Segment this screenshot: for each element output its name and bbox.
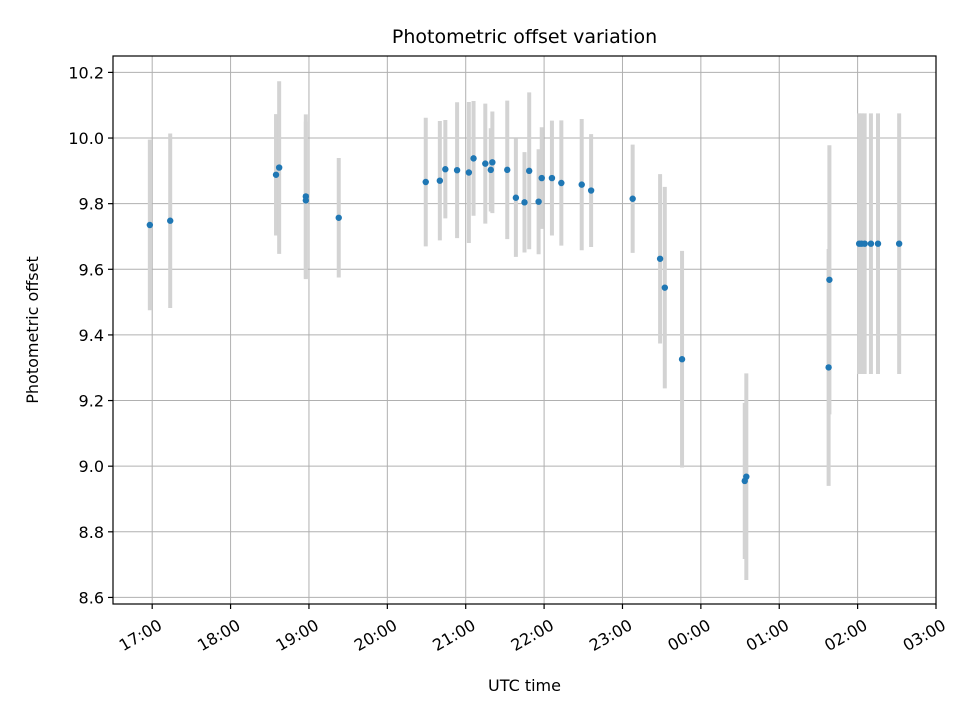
data-point	[512, 194, 520, 201]
data-point	[656, 255, 664, 262]
x-axis-label: UTC time	[488, 676, 561, 695]
y-tick-label: 10.2	[68, 63, 104, 82]
data-point	[558, 179, 565, 187]
x-tick-label: 17:00	[116, 615, 165, 655]
data-point	[826, 276, 833, 283]
x-axis-ticks: 17:00 18:00 19:00 20:00 21:00 22:00 23:00 00:00…	[116, 604, 949, 655]
y-tick-label: 10.0	[68, 129, 104, 148]
grid	[113, 56, 937, 604]
data-point	[335, 214, 342, 221]
data-point	[272, 171, 280, 178]
y-axis-ticks: 8.6 8.8 9.0 9.2 9.4 9.6 9.8 10.0 10.2	[68, 63, 113, 607]
data-point	[629, 195, 636, 202]
data-point	[825, 364, 832, 371]
data-point	[436, 177, 444, 184]
data-point	[861, 240, 868, 247]
data-point	[867, 240, 875, 247]
data-point	[422, 178, 429, 186]
data-point	[535, 198, 542, 205]
y-tick-label: 9.4	[79, 326, 104, 345]
error-bars	[147, 81, 902, 581]
y-tick-label: 8.6	[79, 588, 104, 607]
data-point	[526, 167, 533, 175]
y-tick-label: 9.0	[79, 457, 104, 476]
data-point	[504, 166, 511, 174]
x-tick-label: 01:00	[743, 615, 792, 655]
data-point	[470, 155, 477, 162]
data-points	[146, 155, 903, 485]
data-point	[678, 356, 686, 363]
data-point	[521, 199, 528, 206]
data-point	[587, 187, 595, 194]
data-point	[487, 166, 494, 174]
chart-title: Photometric offset variation	[392, 26, 657, 48]
y-axis-label: Photometric offset	[23, 256, 42, 404]
data-point	[538, 174, 545, 182]
y-tick-label: 9.2	[79, 392, 104, 411]
data-point	[661, 284, 669, 291]
x-tick-label: 00:00	[664, 615, 713, 655]
x-tick-label: 03:00	[900, 615, 949, 655]
y-tick-label: 9.8	[79, 195, 104, 214]
x-tick-label: 18:00	[194, 615, 243, 655]
y-tick-label: 9.6	[79, 260, 104, 279]
x-tick-label: 19:00	[273, 615, 322, 655]
plot-frame	[112, 55, 937, 605]
data-point	[578, 181, 585, 188]
y-tick-label: 8.8	[79, 523, 104, 542]
data-point	[453, 166, 461, 174]
data-point	[275, 164, 283, 171]
data-point	[146, 221, 154, 229]
data-point	[489, 159, 496, 166]
x-tick-label: 23:00	[586, 615, 635, 655]
data-point	[874, 240, 882, 247]
data-point	[895, 240, 903, 247]
data-point	[167, 217, 174, 224]
x-tick-label: 20:00	[351, 615, 400, 655]
data-point	[482, 160, 489, 167]
data-point	[548, 174, 556, 182]
x-tick-label: 22:00	[508, 615, 557, 655]
data-point	[743, 473, 750, 480]
x-tick-label: 02:00	[821, 615, 870, 655]
data-point	[302, 197, 310, 204]
data-point	[442, 166, 449, 173]
data-point	[465, 169, 473, 176]
x-tick-label: 21:00	[429, 615, 478, 655]
